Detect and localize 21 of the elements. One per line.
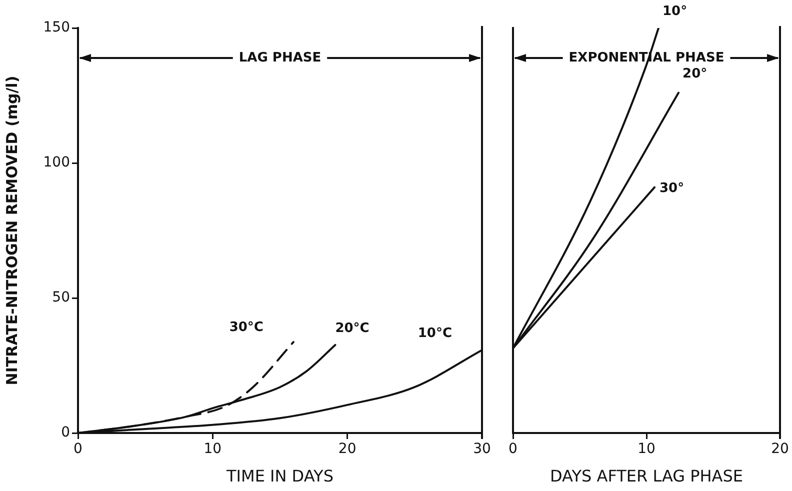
x-axis-title: DAYS AFTER LAG PHASE — [550, 466, 744, 486]
text: 30°C — [229, 320, 264, 335]
x-tick-label: 10 — [638, 441, 656, 458]
annotation: LAG PHASE — [238, 50, 322, 66]
series-label: 10° — [662, 4, 688, 19]
series-label: 30° — [660, 181, 684, 196]
series-label: 20°C — [335, 320, 370, 336]
y-tick-label: 0 — [61, 424, 70, 441]
x-tick-label: 30 — [473, 441, 491, 458]
series-label: 10°C — [418, 326, 452, 341]
x-tick-label: 10 — [204, 441, 222, 458]
y-tick-label: 50 — [52, 290, 70, 306]
x-axis-title: TIME IN DAYS — [226, 466, 334, 486]
x-tick-label: 0 — [508, 441, 518, 458]
y-tick-label: 100 — [43, 154, 70, 171]
x-tick-label: 20 — [771, 441, 789, 458]
y-tick-label: 150 — [43, 20, 70, 36]
x-tick-label: 20 — [338, 441, 356, 458]
series-label: 20° — [682, 66, 708, 82]
y-axis-title: NITRATE-NITROGEN REMOVED (mg/l) — [2, 76, 21, 386]
x-tick-label: 0 — [74, 441, 82, 458]
